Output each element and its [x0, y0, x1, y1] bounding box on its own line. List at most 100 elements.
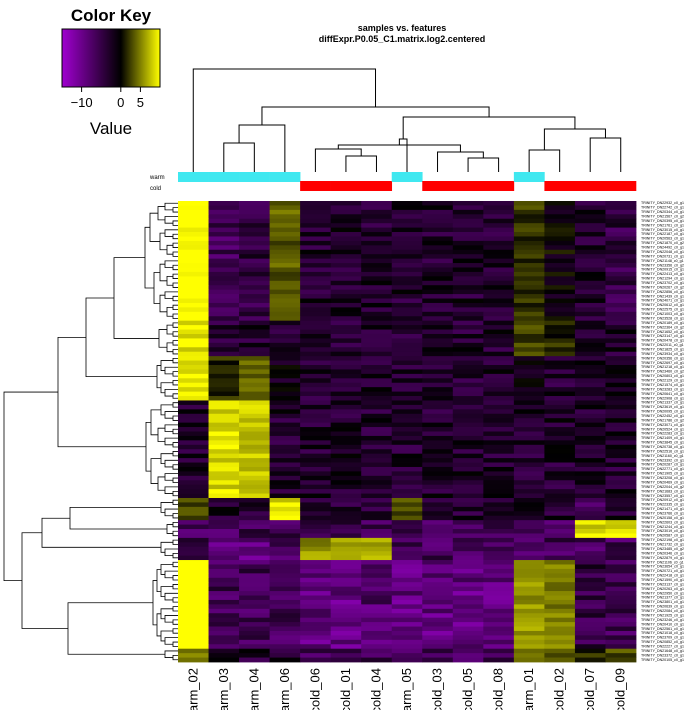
heatmap-cell [300, 546, 332, 552]
heatmap-cell [239, 232, 270, 237]
heatmap-cell [483, 515, 515, 521]
row-label: TRINITY_DN23934_c0_g1 [641, 352, 684, 356]
heatmap-cell [208, 560, 240, 565]
heatmap-cell [361, 497, 393, 503]
heatmap-cell [178, 391, 209, 397]
heatmap-cell [574, 435, 606, 441]
heatmap-cell [574, 639, 606, 645]
row-dendrogram-branch [153, 272, 160, 304]
heatmap-cell [544, 276, 576, 282]
heatmap-cell [574, 511, 606, 517]
row-label: TRINITY_DN21377_c0_g1 [641, 596, 684, 600]
heatmap-cell [269, 564, 301, 570]
heatmap-cell [300, 653, 332, 658]
row-dendrogram-branch [172, 428, 178, 435]
row-label: TRINITY_DN22771_c0_g1 [641, 467, 684, 471]
row-dendrogram-branch [150, 458, 161, 484]
heatmap-cell [178, 537, 209, 543]
heatmap-cell [391, 489, 423, 494]
row-dendrogram-branch [164, 437, 178, 446]
heatmap-cell [483, 360, 515, 366]
row-label: TRINITY_DN23283_c0_g1 [641, 387, 684, 391]
heatmap-cell [605, 431, 637, 437]
heatmap-cell [361, 502, 393, 508]
heatmap-cell [269, 511, 301, 517]
heatmap-cell [300, 418, 332, 424]
heatmap-cell [483, 263, 515, 268]
row-label: TRINITY_DN22879_c0_g1 [641, 556, 684, 560]
heatmap-cell [391, 475, 423, 481]
heatmap-cell [208, 209, 240, 215]
heatmap-cell [544, 573, 576, 579]
heatmap-cell [391, 533, 423, 539]
heatmap-cell [452, 209, 484, 215]
heatmap-cell [544, 294, 576, 299]
heatmap-cell [269, 382, 301, 388]
heatmap-cell [513, 249, 545, 255]
heatmap-cell [422, 533, 454, 539]
heatmap-cell [300, 657, 332, 663]
heatmap-cell [483, 427, 515, 432]
heatmap-cell [452, 258, 484, 264]
heatmap-cell [513, 568, 545, 574]
heatmap-cell [208, 400, 240, 406]
heatmap-cell [483, 568, 515, 574]
heatmap-cell [605, 351, 637, 357]
heatmap-cell [513, 218, 545, 224]
heatmap-cell [483, 511, 515, 517]
color-key-tick-label: −10 [71, 95, 93, 110]
heatmap-cell [300, 604, 332, 610]
heatmap-cell [178, 546, 209, 552]
heatmap-cell [422, 635, 454, 641]
heatmap-cell [452, 449, 484, 455]
heatmap-cell [330, 604, 362, 610]
heatmap-cell [483, 529, 515, 534]
heatmap-cell [483, 608, 515, 614]
heatmap-cell [544, 320, 576, 326]
heatmap-cell [300, 435, 332, 441]
heatmap-cell [300, 329, 332, 335]
heatmap-cell [605, 622, 637, 627]
heatmap-cell [269, 458, 301, 463]
row-label: TRINITY_DN23019_c0_g1 [641, 529, 684, 533]
row-label: TRINITY_DN21106_c0_g1 [641, 560, 684, 564]
heatmap-cell [483, 271, 515, 277]
heatmap-cell [422, 506, 454, 512]
heatmap-cell [300, 533, 332, 539]
heatmap-cell [605, 480, 637, 486]
row-label: TRINITY_DN22932_c0_g1 [641, 201, 684, 205]
heatmap-cell [361, 630, 393, 636]
heatmap-cell [513, 245, 545, 251]
heatmap-cell [483, 413, 515, 419]
heatmap-cell [452, 329, 484, 335]
heatmap-cell [574, 391, 606, 397]
heatmap-cell [605, 604, 637, 610]
heatmap-cell [452, 369, 484, 375]
heatmap-cell [422, 444, 454, 450]
heatmap-cell [544, 608, 576, 614]
heatmap-cell [330, 289, 362, 295]
heatmap-cell [513, 480, 545, 486]
heatmap-cell [239, 613, 270, 619]
row-label: TRINITY_DN21905_c0_g1 [641, 472, 684, 476]
heatmap-cell [605, 254, 637, 260]
heatmap-cell [452, 604, 484, 610]
heatmap-cell [361, 320, 393, 326]
heatmap-cell [574, 440, 606, 446]
heatmap-cell [208, 577, 240, 583]
heatmap-cell [544, 577, 576, 583]
heatmap-cell [208, 351, 240, 357]
heatmap-cell [300, 325, 332, 330]
heatmap-cell [178, 347, 209, 353]
heatmap-cell [452, 347, 484, 353]
row-label: TRINITY_DN21160_c0_g1 [641, 454, 684, 458]
heatmap-cell [208, 444, 240, 450]
heatmap-cell [178, 396, 209, 401]
heatmap-cell [574, 653, 606, 658]
row-label: TRINITY_DN23147_c0_g1 [641, 334, 684, 338]
heatmap-cell [574, 551, 606, 557]
heatmap-cell [483, 444, 515, 450]
row-dendrogram-branch [172, 207, 178, 213]
heatmap-cell [239, 356, 270, 361]
heatmap-cell [605, 506, 637, 512]
